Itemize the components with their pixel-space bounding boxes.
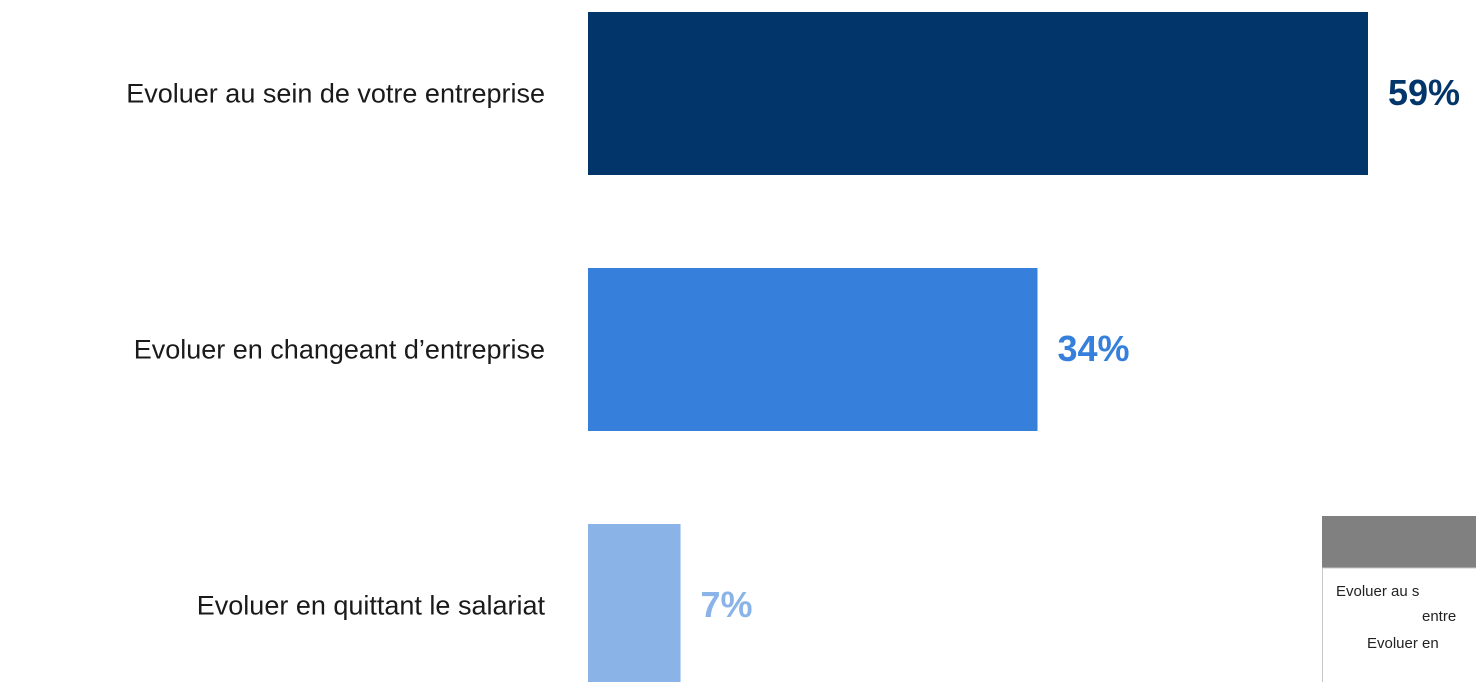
bar [588, 524, 681, 682]
bar [588, 12, 1368, 175]
category-label: Evoluer en quittant le salariat [197, 591, 546, 621]
table-body [1322, 567, 1476, 682]
table-cell: entre [1422, 608, 1456, 625]
value-label: 7% [701, 584, 753, 625]
value-label: 34% [1057, 328, 1129, 369]
category-label: Evoluer en changeant d’entreprise [134, 335, 545, 365]
bar [588, 268, 1038, 431]
value-label: 59% [1388, 72, 1460, 113]
category-label: Evoluer au sein de votre entreprise [126, 79, 545, 109]
table-header [1322, 516, 1476, 568]
table-cell: Evoluer au s [1336, 583, 1419, 600]
table-cell: Evoluer en [1367, 635, 1439, 652]
